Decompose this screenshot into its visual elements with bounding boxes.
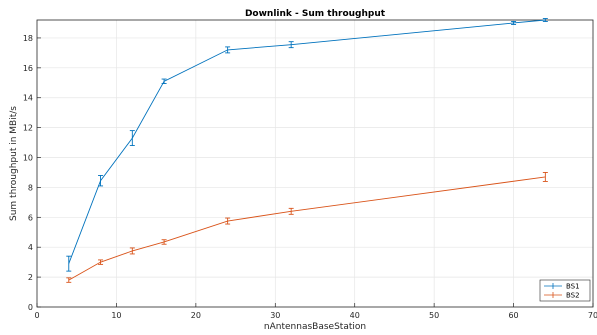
legend-label-bs1: BS1 (566, 283, 580, 291)
error-bar-bs1 (288, 41, 294, 49)
y-tick-label: 18 (23, 34, 33, 43)
series (66, 18, 548, 283)
error-bar-bs1 (98, 175, 104, 187)
legend: BS1 BS2 (539, 279, 591, 302)
x-axis-label: nAntennasBaseStation (264, 322, 366, 332)
chart-title: Downlink - Sum throughput (245, 9, 386, 19)
y-tick-label: 4 (28, 243, 33, 252)
error-bar-bs2 (66, 277, 72, 283)
y-tick-label: 16 (23, 64, 33, 73)
error-bar-bs1 (511, 21, 517, 25)
error-bar-bs2 (129, 247, 135, 255)
x-tick-label: 0 (34, 311, 39, 320)
y-tick-label: 8 (28, 183, 33, 192)
error-bar-bs1 (66, 255, 72, 272)
error-bar-bs2 (288, 207, 294, 215)
error-bar-bs2 (225, 217, 231, 225)
series-line-bs1 (68, 19, 546, 264)
x-tick-label: 40 (350, 311, 360, 320)
y-tick-label: 12 (23, 124, 33, 133)
y-axis-label: Sum throughput in MBit/s (9, 106, 19, 221)
error-bar-bs1 (129, 130, 135, 147)
legend-label-bs2: BS2 (566, 292, 580, 300)
legend-box (539, 279, 591, 302)
error-bar-bs1 (225, 46, 231, 54)
legend-item-bs1: BS1 (544, 283, 580, 291)
axis-ticks: 0 10 20 30 40 50 60 70 0 2 4 6 8 10 12 14 16 18 (23, 34, 597, 320)
grid (37, 20, 593, 307)
error-bar-bs2 (98, 259, 104, 265)
series-bs2 (66, 172, 548, 283)
error-bar-bs2 (542, 172, 548, 182)
series-bs1 (66, 18, 548, 272)
y-tick-label: 0 (28, 303, 33, 312)
legend-item-bs2: BS2 (544, 292, 580, 300)
error-bar-bs1 (161, 78, 167, 84)
plot-frame (36, 19, 594, 308)
x-tick-label: 10 (111, 311, 121, 320)
y-tick-label: 14 (23, 94, 33, 103)
x-tick-label: 70 (588, 311, 597, 320)
x-tick-label: 50 (429, 311, 439, 320)
y-tick-label: 10 (23, 154, 33, 163)
x-tick-label: 30 (270, 311, 280, 320)
series-line-bs2 (68, 176, 546, 281)
x-tick-label: 20 (191, 311, 201, 320)
y-tick-label: 6 (28, 213, 33, 222)
y-tick-label: 2 (28, 273, 33, 282)
error-bar-bs2 (161, 239, 167, 245)
x-tick-label: 60 (508, 311, 518, 320)
error-bar-bs1 (542, 18, 548, 22)
